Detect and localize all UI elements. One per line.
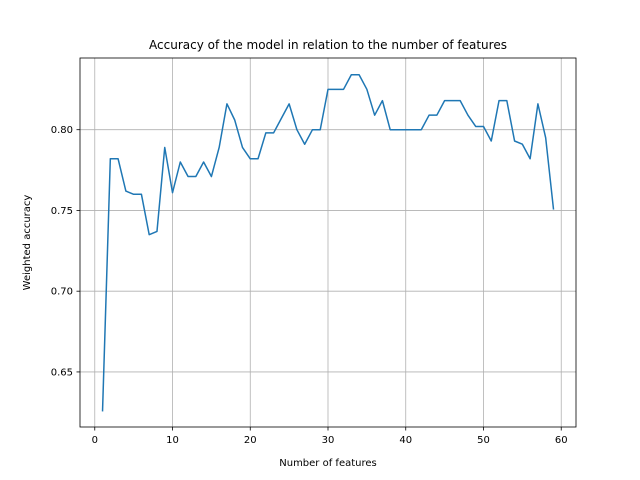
grid-lines	[80, 58, 576, 427]
chart-title: Accuracy of the model in relation to the…	[149, 38, 507, 52]
axis-ticks: 0 10 20 30 40 50 60 0.65 0.70 0.75 0.80	[51, 125, 568, 446]
x-tick-label: 40	[399, 435, 412, 446]
x-tick-label: 20	[244, 435, 257, 446]
x-tick-label: 10	[166, 435, 179, 446]
y-tick-label: 0.75	[51, 206, 73, 217]
x-tick-label: 50	[477, 435, 490, 446]
x-axis-label: Number of features	[279, 458, 376, 469]
y-axis-label: Weighted accuracy	[22, 195, 33, 291]
y-tick-label: 0.65	[51, 367, 73, 378]
y-tick-label: 0.80	[51, 125, 73, 136]
series-line	[101, 74, 555, 412]
x-tick-label: 0	[92, 435, 98, 446]
x-tick-label: 30	[322, 435, 335, 446]
y-tick-label: 0.70	[51, 287, 73, 298]
x-tick-label: 60	[555, 435, 568, 446]
plot-area	[101, 74, 555, 412]
